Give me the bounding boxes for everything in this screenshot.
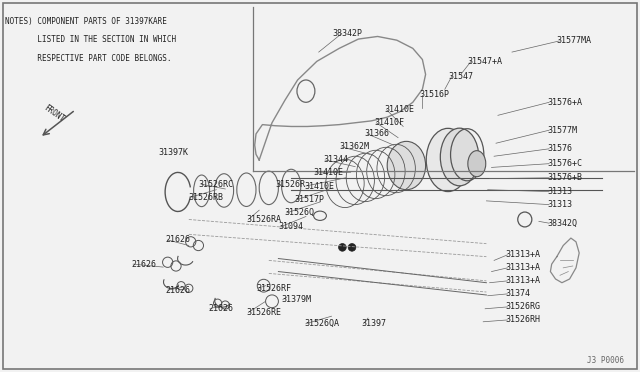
Text: J3 P0006: J3 P0006: [587, 356, 624, 365]
Text: 31526RF: 31526RF: [256, 284, 291, 293]
Text: 31410E: 31410E: [304, 182, 334, 190]
Text: 31362M: 31362M: [339, 142, 369, 151]
Ellipse shape: [426, 128, 470, 192]
Text: 31547: 31547: [448, 72, 473, 81]
Text: 31576: 31576: [547, 144, 572, 153]
Text: 31526QA: 31526QA: [304, 319, 339, 328]
Text: 31410E: 31410E: [314, 169, 344, 177]
Text: 31313+A: 31313+A: [506, 276, 541, 285]
Text: 31547+A: 31547+A: [467, 57, 502, 66]
Text: 31344: 31344: [323, 155, 348, 164]
Text: 31313: 31313: [547, 200, 572, 209]
Text: 31397K: 31397K: [159, 148, 189, 157]
Text: FRONT: FRONT: [42, 103, 67, 124]
Text: 31313+A: 31313+A: [506, 263, 541, 272]
Text: LISTED IN THE SECTION IN WHICH: LISTED IN THE SECTION IN WHICH: [5, 35, 176, 44]
Text: 31313: 31313: [547, 187, 572, 196]
Text: 31374: 31374: [506, 289, 531, 298]
Text: RESPECTIVE PART CODE BELONGS.: RESPECTIVE PART CODE BELONGS.: [5, 54, 172, 63]
Text: 38342P: 38342P: [333, 29, 363, 38]
Text: 31576+B: 31576+B: [547, 173, 582, 182]
Text: 31526RA: 31526RA: [246, 215, 282, 224]
Text: 21626: 21626: [208, 304, 233, 313]
Text: 31577MA: 31577MA: [557, 36, 592, 45]
Text: 31516P: 31516P: [419, 90, 449, 99]
Ellipse shape: [387, 141, 426, 190]
Text: 31379M: 31379M: [282, 295, 312, 304]
Text: 31313+A: 31313+A: [506, 250, 541, 259]
Text: 31526RB: 31526RB: [189, 193, 224, 202]
Text: 31410E: 31410E: [384, 105, 414, 114]
Text: 31526Q: 31526Q: [285, 208, 315, 217]
Text: 31526RE: 31526RE: [246, 308, 282, 317]
Circle shape: [339, 244, 346, 251]
Circle shape: [348, 244, 356, 251]
Text: 31576+C: 31576+C: [547, 159, 582, 168]
Text: 31577M: 31577M: [547, 126, 577, 135]
Ellipse shape: [468, 151, 486, 177]
Text: 31517P: 31517P: [294, 195, 324, 204]
Text: 38342Q: 38342Q: [547, 219, 577, 228]
Text: 31410F: 31410F: [374, 118, 404, 127]
Text: 31526RC: 31526RC: [198, 180, 234, 189]
Text: 21626: 21626: [131, 260, 156, 269]
Text: 21626: 21626: [165, 286, 190, 295]
Text: 31526RH: 31526RH: [506, 315, 541, 324]
Text: 31366: 31366: [365, 129, 390, 138]
Text: 31094: 31094: [278, 222, 303, 231]
Text: 31526RG: 31526RG: [506, 302, 541, 311]
Ellipse shape: [440, 128, 479, 186]
Text: 31526R: 31526R: [275, 180, 305, 189]
Text: 21626: 21626: [165, 235, 190, 244]
Text: NOTES) COMPONENT PARTS OF 31397KARE: NOTES) COMPONENT PARTS OF 31397KARE: [5, 17, 167, 26]
Text: 31397: 31397: [362, 319, 387, 328]
Text: 31576+A: 31576+A: [547, 98, 582, 107]
